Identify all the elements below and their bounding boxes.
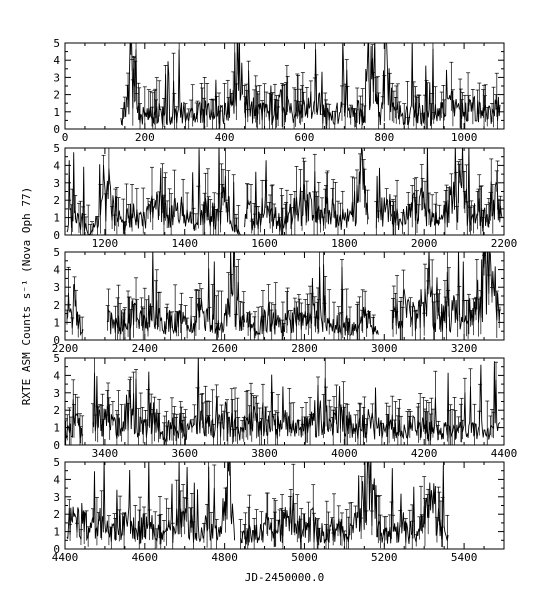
x-tick-label: 5200 bbox=[371, 551, 398, 564]
x-tick-label: 5000 bbox=[291, 551, 318, 564]
x-tick-label: 1200 bbox=[92, 237, 119, 250]
y-tick-label: 4 bbox=[53, 473, 60, 486]
panel-3: 2200 2400 2600 2800 3000 3200 0 1 2 3 4 5 bbox=[52, 246, 505, 355]
x-tick-label: 3400 bbox=[92, 447, 119, 460]
x-tick-label: 3000 bbox=[371, 342, 398, 355]
x-tick-label: 4000 bbox=[331, 447, 358, 460]
x-tick-label: 3600 bbox=[171, 447, 198, 460]
x-tick-label: 2400 bbox=[132, 342, 159, 355]
lightcurve-segment bbox=[66, 462, 236, 544]
y-tick-label: 5 bbox=[53, 37, 60, 50]
y-axis-label: RXTE ASM Counts s⁻¹ (Nova Oph 77) bbox=[20, 187, 33, 406]
x-tick-label: 1600 bbox=[251, 237, 278, 250]
data-trace-group bbox=[66, 462, 450, 549]
x-tick-label: 2000 bbox=[411, 237, 438, 250]
panel-4: 3400 3600 3800 4000 4200 4400 0 1 2 3 4 5 bbox=[53, 352, 517, 460]
panel-2: 1200 1400 1600 1800 2000 2200 0 1 2 3 4 5 bbox=[53, 142, 517, 250]
y-tick-label: 3 bbox=[53, 71, 60, 84]
y-tick-label: 3 bbox=[53, 387, 60, 400]
y-tick-label: 1 bbox=[53, 316, 60, 329]
x-tick-label: 200 bbox=[135, 131, 155, 144]
lightcurve-segment bbox=[244, 43, 501, 127]
x-tick-label: 1000 bbox=[451, 131, 478, 144]
y-tick-label: 2 bbox=[53, 89, 60, 102]
y-tick-label: 5 bbox=[53, 246, 60, 259]
y-tick-label: 0 bbox=[53, 543, 60, 556]
y-tick-label: 4 bbox=[53, 264, 60, 277]
y-tick-label: 3 bbox=[53, 281, 60, 294]
x-tick-label: 2600 bbox=[211, 342, 238, 355]
lightcurve-segment bbox=[66, 148, 241, 235]
y-tick-label: 5 bbox=[53, 352, 60, 365]
data-trace-group bbox=[66, 148, 503, 235]
data-trace-group bbox=[65, 358, 501, 445]
x-tick-label: 5400 bbox=[451, 551, 478, 564]
x-tick-label: 4600 bbox=[132, 551, 159, 564]
panel-5: 4400 4600 4800 5000 5200 5400 0 1 2 3 4 5 bbox=[52, 456, 505, 564]
y-tick-label: 0 bbox=[53, 334, 60, 347]
x-tick-label: 800 bbox=[374, 131, 394, 144]
y-tick-label: 1 bbox=[53, 526, 60, 539]
data-trace-group bbox=[120, 43, 501, 129]
lightcurve-segment bbox=[92, 358, 501, 443]
x-tick-label: 1800 bbox=[331, 237, 358, 250]
x-tick-label: 0 bbox=[62, 131, 69, 144]
data-trace-group bbox=[65, 252, 502, 340]
x-tick-label: 2200 bbox=[491, 237, 518, 250]
x-axis-label: JD-2450000.0 bbox=[245, 571, 324, 584]
y-tick-label: 3 bbox=[53, 177, 60, 190]
x-tick-label: 2800 bbox=[291, 342, 318, 355]
y-tick-label: 4 bbox=[53, 54, 60, 67]
lightcurve-segment bbox=[244, 148, 369, 232]
y-tick-label: 2 bbox=[53, 404, 60, 417]
x-tick-label: 4400 bbox=[491, 447, 518, 460]
x-tick-label: 400 bbox=[215, 131, 235, 144]
x-tick-label: 4800 bbox=[211, 551, 238, 564]
y-tick-label: 4 bbox=[53, 369, 60, 382]
x-tick-label: 3200 bbox=[451, 342, 478, 355]
lightcurve-segment bbox=[120, 43, 244, 127]
y-tick-label: 1 bbox=[53, 106, 60, 119]
lightcurve-segment bbox=[246, 264, 379, 336]
x-tick-label: 600 bbox=[295, 131, 315, 144]
y-tick-label: 5 bbox=[53, 456, 60, 469]
y-tick-label: 0 bbox=[53, 229, 60, 242]
lightcurve-segment bbox=[106, 252, 246, 335]
y-tick-label: 1 bbox=[53, 212, 60, 225]
y-tick-label: 1 bbox=[53, 422, 60, 435]
x-tick-label: 4200 bbox=[411, 447, 438, 460]
lightcurve-segment bbox=[66, 283, 84, 337]
y-tick-label: 3 bbox=[53, 491, 60, 504]
x-tick-label: 4400 bbox=[52, 551, 79, 564]
lightcurve-segment bbox=[240, 462, 449, 545]
x-tick-label: 1400 bbox=[171, 237, 198, 250]
y-tick-label: 4 bbox=[53, 159, 60, 172]
y-tick-label: 2 bbox=[53, 299, 60, 312]
x-tick-label: 2200 bbox=[52, 342, 79, 355]
y-tick-label: 2 bbox=[53, 194, 60, 207]
x-tick-label: 3800 bbox=[251, 447, 278, 460]
y-tick-label: 2 bbox=[53, 508, 60, 521]
y-tick-label: 0 bbox=[53, 123, 60, 136]
y-tick-label: 0 bbox=[53, 439, 60, 452]
y-tick-label: 5 bbox=[53, 142, 60, 155]
panel-frame bbox=[64, 461, 505, 550]
